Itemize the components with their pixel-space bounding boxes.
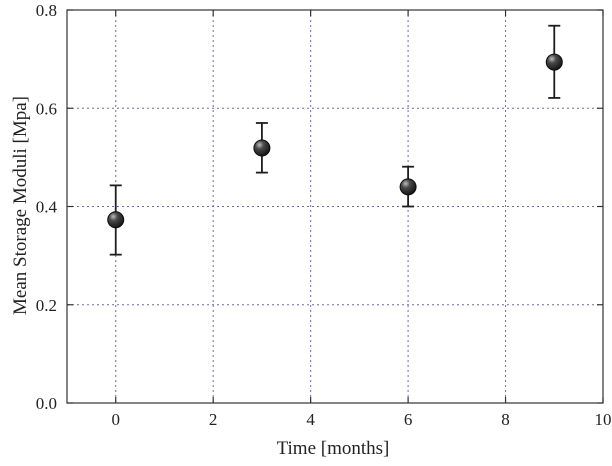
x-tick-label: 10 — [595, 410, 612, 429]
y-tick-label: 0.8 — [36, 1, 57, 20]
data-points — [107, 53, 563, 229]
x-tick-label: 0 — [111, 410, 120, 429]
x-axis-title: Time [months] — [277, 438, 390, 459]
x-tick-label: 2 — [209, 410, 218, 429]
x-axis-tick-labels: 0 2 4 6 8 10 — [111, 410, 611, 429]
x-tick-label: 4 — [306, 410, 315, 429]
x-tick-label: 8 — [501, 410, 510, 429]
data-point — [107, 211, 125, 229]
y-axis-tick-labels: 0.0 0.2 0.4 0.6 0.8 — [36, 1, 58, 413]
y-axis-title: Mean Storage Moduli [Mpa] — [10, 96, 31, 315]
y-tick-label: 0.0 — [36, 394, 57, 413]
y-tick-label: 0.6 — [36, 99, 57, 118]
data-point — [399, 178, 417, 196]
x-tick-label: 6 — [404, 410, 413, 429]
data-point — [545, 53, 563, 71]
y-tick-label: 0.2 — [36, 296, 57, 315]
axis-ticks — [67, 9, 604, 404]
y-tick-label: 0.4 — [36, 198, 58, 217]
data-point — [253, 139, 271, 157]
